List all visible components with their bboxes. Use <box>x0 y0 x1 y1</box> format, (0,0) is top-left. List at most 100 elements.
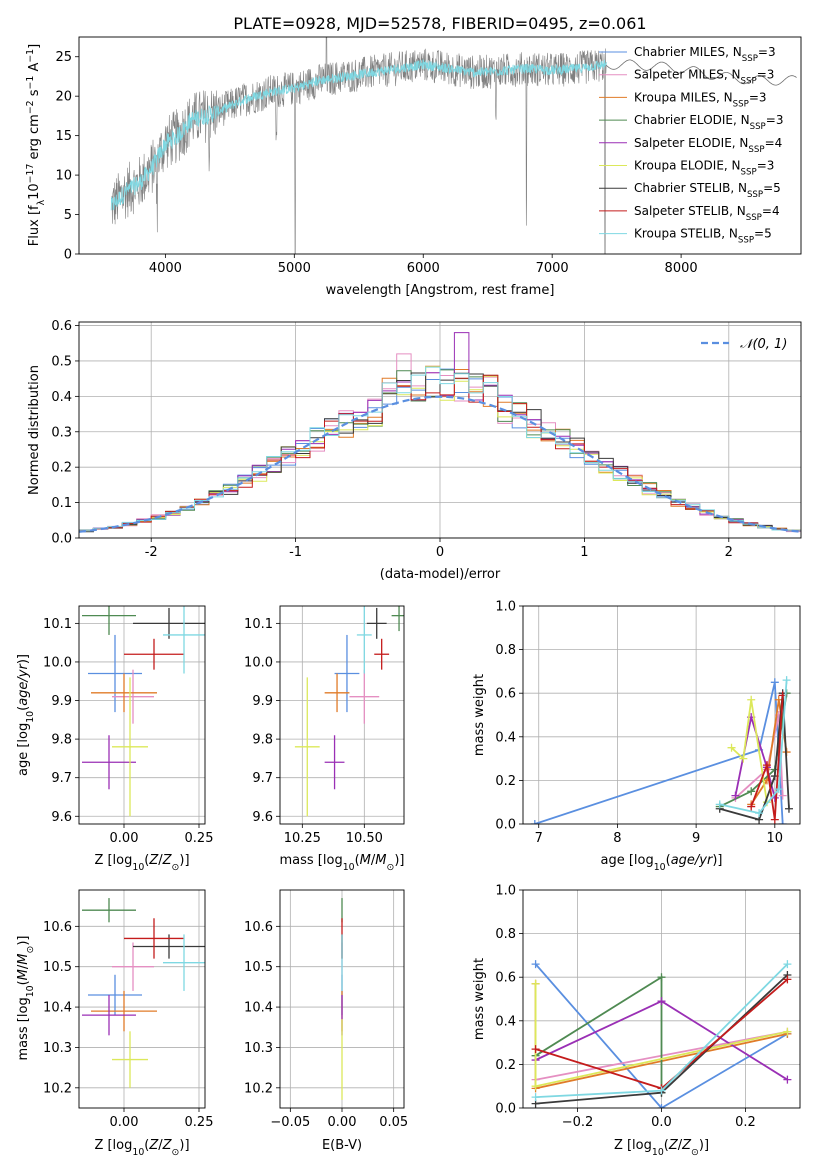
axes-mass-vs-ebv: −0.05 0.00 0.05 10.2 10.3 10.4 10.5 10.6 E(B-V) <box>244 889 408 1153</box>
plot-area-age-vs-Z <box>79 606 205 824</box>
x-tick-label: 10 <box>767 831 784 846</box>
y-tick-label: 10.3 <box>43 1041 72 1056</box>
x-tick-label: 8 <box>613 831 621 846</box>
axes-age-vs-mass: 10.25 10.50 9.6 9.7 9.8 9.9 10.0 10.1 mass [log1… <box>244 605 405 873</box>
weight-marker <box>755 809 764 818</box>
histogram-series <box>79 366 801 532</box>
legend-label: Kroupa MILES, NSSP=3 <box>634 90 767 109</box>
weight-marker <box>531 979 540 988</box>
axes-spectrum: 4000 5000 6000 7000 8000 0 5 10 15 20 25 wavelength… <box>25 36 802 298</box>
weight-marker <box>783 975 792 984</box>
y-tick-label: 10.6 <box>244 920 273 935</box>
x-axis-label: E(B-V) <box>322 1138 362 1153</box>
legend-label: Chabrier STELIB, NSSP=5 <box>634 181 781 200</box>
y-tick-label: 9.8 <box>252 733 273 748</box>
weight-marker <box>531 1045 540 1054</box>
legend-label: 𝒩(0, 1) <box>740 337 787 352</box>
plot-area-weight-vs-age <box>523 606 800 824</box>
weight-marker <box>531 1082 540 1091</box>
figure-title: PLATE=0928, MJD=52578, FIBERID=0495, z=0… <box>233 14 646 33</box>
weight-marker <box>778 820 787 824</box>
y-tick-label: 10.3 <box>244 1041 273 1056</box>
y-tick-label: 0.2 <box>495 1058 516 1073</box>
x-tick-label: 9 <box>692 831 700 846</box>
axes-frame <box>279 605 405 825</box>
y-tick-label: 1.0 <box>495 600 516 615</box>
weight-line <box>730 699 768 803</box>
weight-line <box>750 695 784 820</box>
legend-label: Chabrier ELODIE, NSSP=3 <box>634 113 783 132</box>
x-tick-label: 1 <box>580 545 588 560</box>
plot-area-spectrum <box>110 37 797 254</box>
x-axis-label: wavelength [Angstrom, rest frame] <box>326 283 555 298</box>
axes-frame <box>78 321 802 539</box>
y-tick-label: 10.1 <box>43 617 72 632</box>
weight-line <box>534 682 784 824</box>
axes-weight-vs-age: 7 8 9 10 0.0 0.2 0.4 0.6 0.8 1.0 age [log10(age/yr… <box>472 600 801 873</box>
y-tick-label: 10.1 <box>244 617 273 632</box>
y-tick-label: 0.2 <box>51 461 72 476</box>
y-tick-label: 10 <box>55 169 72 184</box>
x-tick-label: 4000 <box>149 261 182 276</box>
weight-marker <box>783 1075 792 1084</box>
plot-area-age-vs-mass <box>280 606 404 824</box>
y-tick-label: 9.7 <box>252 771 273 786</box>
weight-marker <box>770 678 779 687</box>
legend-label: Salpeter MILES, NSSP=3 <box>634 68 774 87</box>
y-axis-label: mass weight <box>472 674 487 756</box>
x-tick-label: 0.0 <box>651 1115 672 1130</box>
weight-marker <box>747 695 756 704</box>
y-tick-label: 0.5 <box>51 354 72 369</box>
y-tick-label: 0.6 <box>495 971 516 986</box>
y-tick-label: 9.7 <box>51 771 72 786</box>
weight-marker <box>531 960 540 969</box>
y-tick-label: 0.0 <box>51 532 72 547</box>
axes-frame <box>78 36 802 255</box>
weight-marker <box>657 997 666 1006</box>
x-tick-label: 7 <box>535 831 543 846</box>
y-tick-label: 10.2 <box>244 1081 273 1096</box>
plot-area-mass-vs-Z <box>79 890 205 1108</box>
y-tick-label: 9.6 <box>51 810 72 825</box>
weight-line <box>719 680 788 815</box>
spectrum-model-extension <box>606 59 797 86</box>
legend-label: Kroupa ELODIE, NSSP=3 <box>634 159 774 178</box>
x-tick-label: −0.2 <box>562 1115 594 1130</box>
y-tick-label: 9.8 <box>51 733 72 748</box>
y-tick-label: 0.3 <box>51 425 72 440</box>
x-axis-label: Z [log10(Z/Z⊙)] <box>94 853 189 873</box>
y-tick-label: 9.6 <box>252 810 273 825</box>
x-tick-label: 0.25 <box>185 831 214 846</box>
x-tick-label: 0.00 <box>110 831 139 846</box>
y-tick-label: 10.6 <box>43 920 72 935</box>
y-tick-label: 0.2 <box>495 774 516 789</box>
x-tick-label: 6000 <box>407 261 440 276</box>
weight-marker <box>774 785 783 794</box>
x-tick-label: 7000 <box>536 261 569 276</box>
weight-line <box>534 963 788 1108</box>
axes-mass-vs-Z: 0.00 0.25 10.2 10.3 10.4 10.5 10.6 Z [log10(Z/Z… <box>16 889 214 1158</box>
plot-area-mass-vs-ebv <box>280 890 404 1108</box>
y-axis-label: Flux [fλ10−17 erg cm−2 s−1 A−1] <box>25 44 47 246</box>
x-tick-label: 0.25 <box>185 1115 214 1130</box>
axes-frame <box>78 889 206 1109</box>
legend-label: Salpeter STELIB, NSSP=4 <box>634 204 780 223</box>
weight-marker <box>530 820 539 824</box>
x-tick-label: 0.05 <box>379 1115 408 1130</box>
x-tick-label: 0.00 <box>328 1115 357 1130</box>
axes-frame <box>279 889 405 1109</box>
weight-marker <box>657 1104 666 1108</box>
legend-label: Chabrier MILES, NSSP=3 <box>634 45 776 64</box>
y-tick-label: 0.1 <box>51 496 72 511</box>
y-tick-label: 1.0 <box>495 884 516 899</box>
x-tick-label: −0.05 <box>270 1115 310 1130</box>
legend-label: Kroupa STELIB, NSSP=5 <box>634 227 772 246</box>
x-tick-label: 5000 <box>278 261 311 276</box>
x-tick-label: -1 <box>289 545 302 560</box>
y-tick-label: 9.9 <box>252 694 273 709</box>
legend-label: Salpeter ELODIE, NSSP=4 <box>634 136 782 155</box>
weight-marker <box>739 754 748 763</box>
weight-marker <box>657 1086 666 1095</box>
weight-marker <box>731 791 740 800</box>
